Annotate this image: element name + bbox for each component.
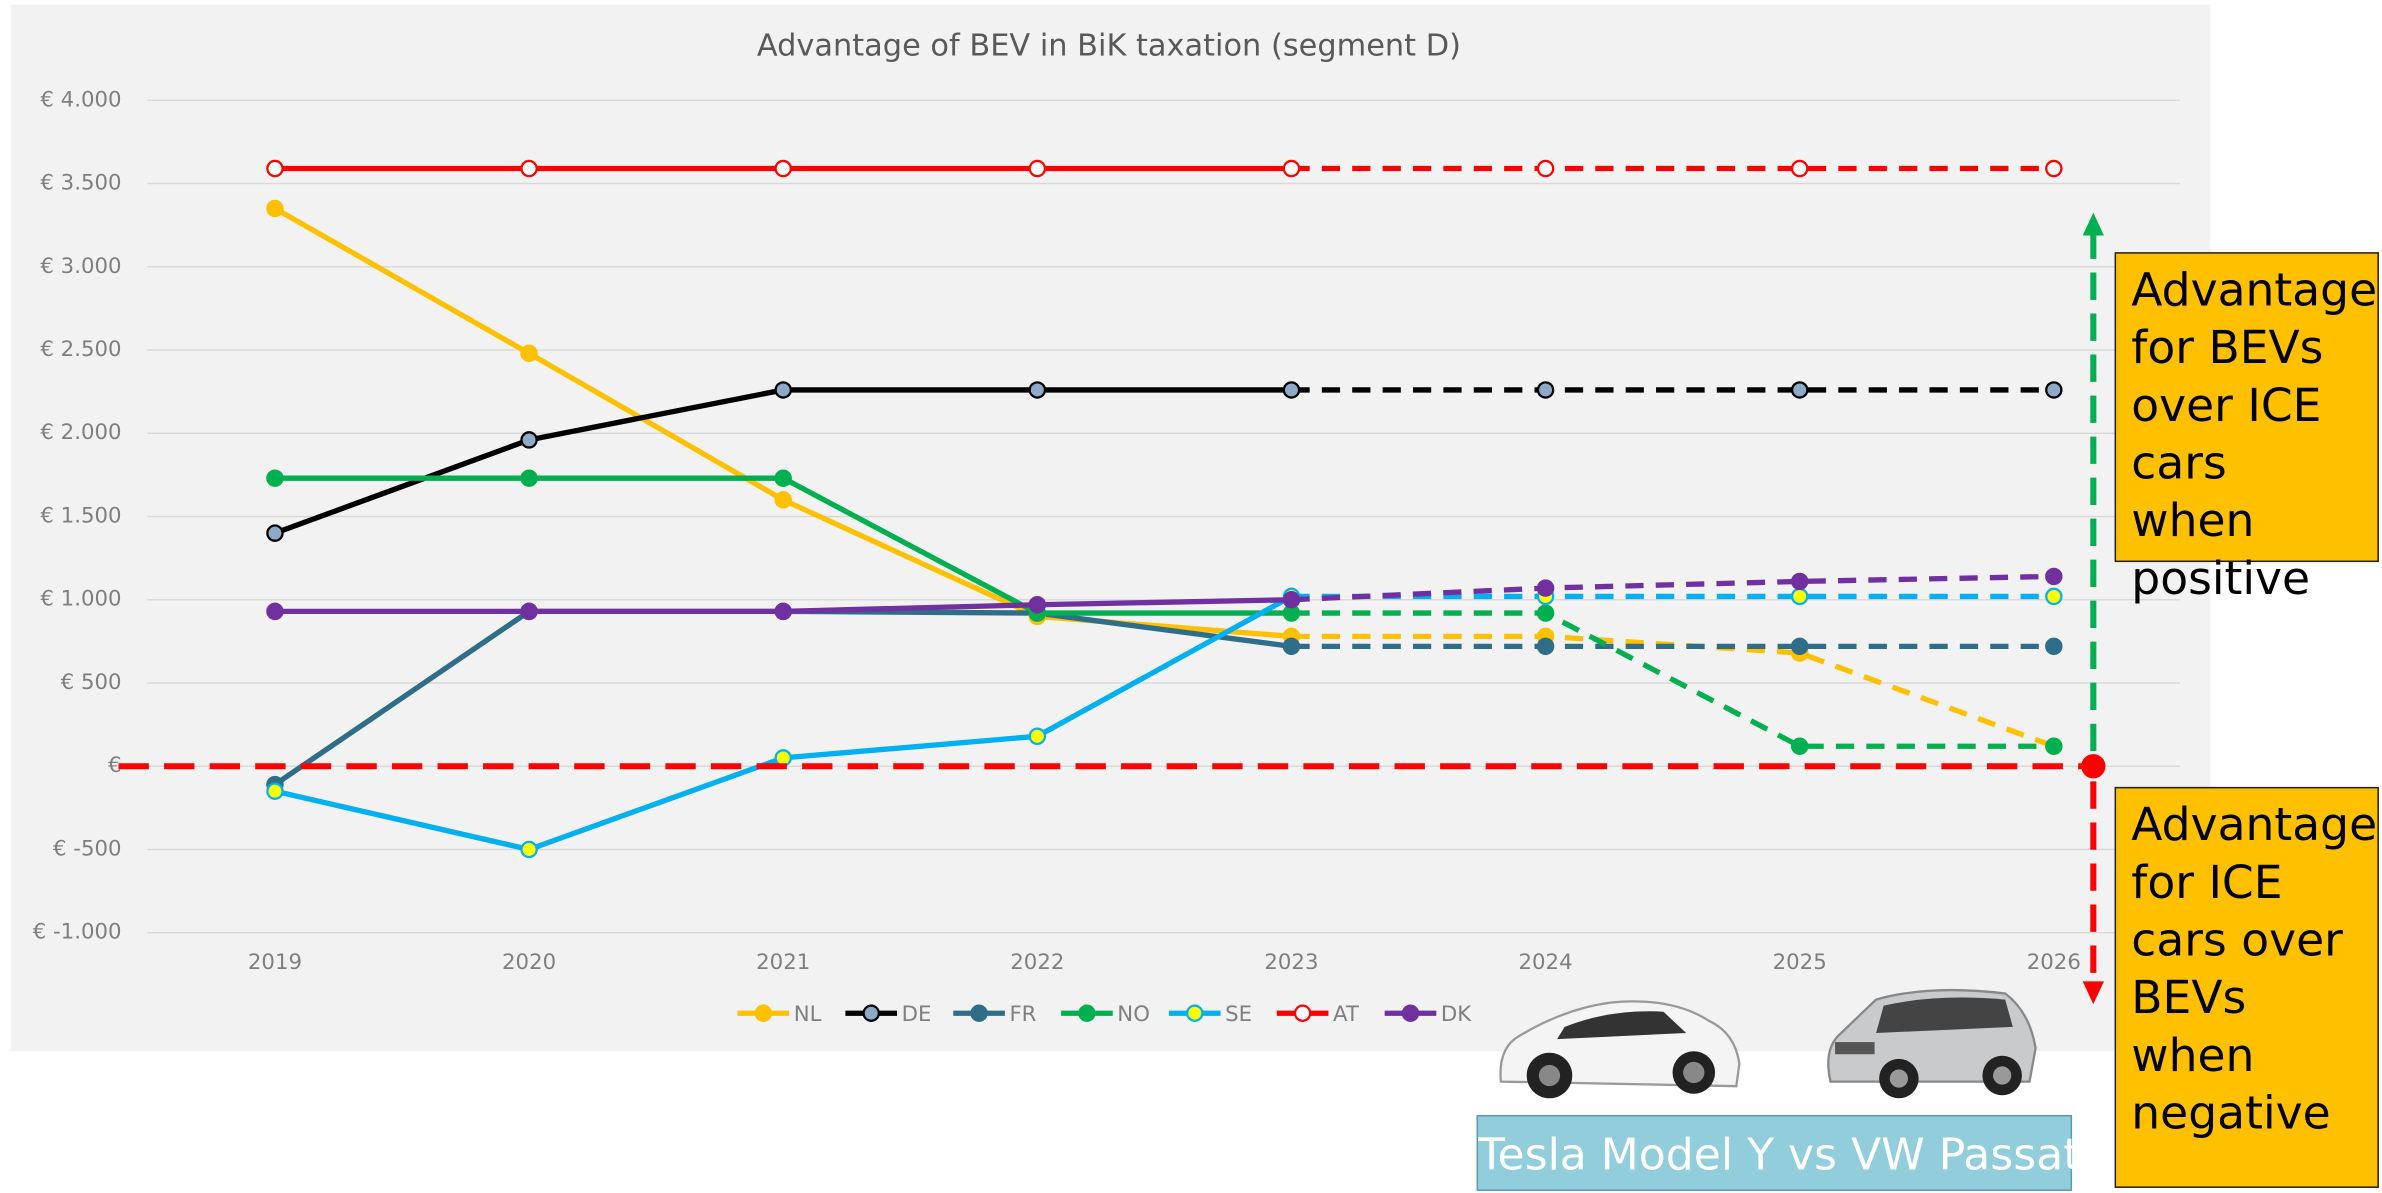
data-point (1030, 382, 1045, 397)
plot-background (11, 5, 2211, 1052)
legend-label: AT (1333, 1002, 1360, 1027)
data-point (521, 346, 536, 361)
legend-marker (1079, 1006, 1094, 1021)
y-tick-label: € 2.500 (40, 337, 121, 362)
data-point (776, 604, 791, 619)
data-point (267, 784, 282, 799)
data-point (267, 201, 282, 216)
data-point (1792, 161, 1807, 176)
data-point (521, 161, 536, 176)
legend-marker (1187, 1006, 1202, 1021)
y-tick-label: € -1.000 (33, 920, 122, 945)
data-point (2046, 569, 2061, 584)
data-point (1284, 639, 1299, 654)
data-point (2046, 739, 2061, 754)
y-tick-label: € 3.000 (40, 254, 121, 279)
legend-label: DK (1441, 1002, 1472, 1027)
data-point (1030, 597, 1045, 612)
data-point (521, 471, 536, 486)
x-tick-label: 2019 (248, 950, 302, 975)
legend-label: SE (1225, 1002, 1252, 1027)
legend-marker (1403, 1006, 1418, 1021)
data-point (1030, 729, 1045, 744)
data-point (776, 382, 791, 397)
data-point (1538, 580, 1553, 595)
x-tick-label: 2022 (1010, 950, 1064, 975)
data-point (2046, 382, 2061, 397)
chart-title: Advantage of BEV in BiK taxation (segmen… (757, 29, 1461, 64)
data-point (521, 842, 536, 857)
annotation-comparison: Tesla Model Y vs VW Passat (1477, 1115, 2072, 1191)
data-point (1284, 161, 1299, 176)
legend-marker (971, 1006, 986, 1021)
zero-dot (2081, 754, 2105, 778)
data-point (1792, 639, 1807, 654)
data-point (1030, 161, 1045, 176)
data-point (2046, 589, 2061, 604)
y-tick-label: € -500 (53, 836, 122, 861)
x-tick-label: 2021 (756, 950, 810, 975)
data-point (776, 161, 791, 176)
data-point (776, 471, 791, 486)
chart: Advantage of BEV in BiK taxation (segmen… (0, 0, 2382, 1188)
y-tick-label: € 500 (61, 670, 122, 695)
legend-label: DE (902, 1002, 932, 1027)
data-point (1538, 605, 1553, 620)
stage: Advantage of BEV in BiK taxation (segmen… (0, 0, 2382, 1188)
data-point (2046, 161, 2061, 176)
x-tick-label: 2025 (1773, 950, 1827, 975)
data-point (1284, 382, 1299, 397)
data-point (267, 526, 282, 541)
y-tick-label: € 1.500 (40, 503, 121, 528)
legend-marker (864, 1006, 879, 1021)
data-point (1792, 574, 1807, 589)
data-point (267, 604, 282, 619)
legend-label: FR (1009, 1002, 1036, 1027)
annotation-negative: Advantage for ICE cars over BEVs when ne… (2115, 787, 2379, 1188)
y-tick-label: € 3.500 (40, 171, 121, 196)
y-tick-label: € 2.000 (40, 420, 121, 445)
data-point (267, 471, 282, 486)
x-tick-label: 2026 (2027, 950, 2081, 975)
legend-marker (756, 1006, 771, 1021)
data-point (1284, 592, 1299, 607)
data-point (521, 432, 536, 447)
y-tick-label: € 4.000 (40, 87, 121, 112)
data-point (1792, 382, 1807, 397)
data-point (2046, 639, 2061, 654)
x-tick-label: 2023 (1264, 950, 1318, 975)
data-point (521, 604, 536, 619)
legend-label: NL (794, 1002, 822, 1027)
data-point (776, 492, 791, 507)
x-tick-label: 2024 (1519, 950, 1573, 975)
data-point (267, 161, 282, 176)
legend-marker (1295, 1006, 1310, 1021)
annotation-positive: Advantage for BEVs over ICE cars when po… (2115, 252, 2379, 562)
data-point (1538, 382, 1553, 397)
legend-label: NO (1117, 1002, 1150, 1027)
y-tick-label: € 1.000 (40, 587, 121, 612)
x-tick-label: 2020 (502, 950, 556, 975)
data-point (1538, 161, 1553, 176)
data-point (1792, 589, 1807, 604)
data-point (1792, 739, 1807, 754)
data-point (1538, 639, 1553, 654)
page: Advantage of BEV in BiK taxation (segmen… (0, 0, 2382, 1188)
